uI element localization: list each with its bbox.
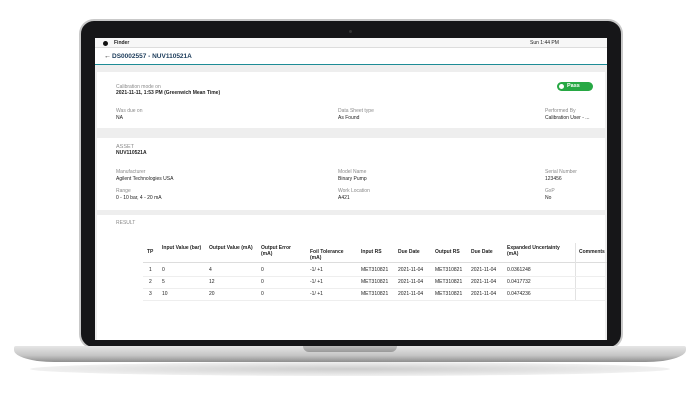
table-cell: 2: [149, 279, 152, 285]
row-divider: [143, 288, 607, 289]
field-label: GxP: [545, 188, 555, 194]
header-bar: [95, 48, 607, 65]
table-cell: 2021-11-04: [398, 267, 424, 273]
table-cell: -1/ +1: [310, 267, 323, 273]
table-header-line: [143, 262, 607, 263]
table-cell: 1: [149, 267, 152, 273]
pass-badge: [557, 82, 593, 91]
camera: [349, 30, 352, 33]
pass-icon: [559, 84, 564, 89]
field-value: NA: [116, 115, 123, 121]
asset-id: NUV110521A: [116, 150, 147, 156]
field-value: 0 - 10 bar, 4 - 20 mA: [116, 195, 162, 201]
field-label: Work Location: [338, 188, 370, 194]
column-header: Due Date: [471, 249, 493, 255]
apple-logo[interactable]: [103, 40, 108, 46]
table-cell: 0: [261, 291, 264, 297]
table-cell: 2021-11-04: [471, 291, 497, 297]
column-header: Comments: [579, 249, 605, 255]
laptop-base: [14, 346, 686, 362]
table-cell: 4: [209, 267, 212, 273]
table-cell: 0.0361248: [507, 267, 531, 273]
column-header: Input Value (bar): [162, 245, 202, 251]
table-cell: 12: [209, 279, 215, 285]
calibration-card: [97, 72, 605, 128]
table-cell: 0.0474236: [507, 291, 531, 297]
column-header: Foil Tolerance (mA): [310, 249, 344, 261]
screen: ← Finder Sun 1:44 PM DS0002557 - NUV110521…: [95, 38, 607, 340]
column-header: Due Date: [398, 249, 420, 255]
table-cell: MET310821: [435, 267, 463, 273]
table-cell: 2021-11-04: [398, 291, 424, 297]
table-cell: 0.0417732: [507, 279, 531, 285]
field-value: As Found: [338, 115, 360, 121]
row-divider: [143, 300, 607, 301]
asset-card: [97, 138, 605, 210]
back-arrow[interactable]: ←: [104, 53, 111, 60]
comments-divider: [575, 243, 576, 301]
field-label: Was due on: [116, 108, 143, 114]
table-cell: 5: [162, 279, 165, 285]
field-label: Data Sheet type: [338, 108, 374, 114]
table-cell: MET310821: [361, 267, 389, 273]
menu-bar: [95, 38, 607, 48]
field-value: 123456: [545, 176, 562, 182]
row-divider: [143, 276, 607, 277]
field-value: Binary Pump: [338, 176, 367, 182]
column-header: Expanded Uncertainty (mA): [507, 245, 560, 257]
field-label: Manufacturer: [116, 169, 146, 175]
field-value: 2021-11-11, 1:53 PM (Greenwich Mean Time…: [116, 90, 221, 96]
table-cell: 20: [209, 291, 215, 297]
field-value: A421: [338, 195, 350, 201]
section-heading: RESULT: [116, 220, 136, 226]
menu-app: Finder: [114, 40, 130, 46]
laptop-shadow: [30, 362, 670, 376]
table-cell: MET310821: [435, 279, 463, 285]
table-cell: MET310821: [435, 291, 463, 297]
column-header: Output Value (mA): [209, 245, 253, 251]
column-header: Output RS: [435, 249, 460, 255]
table-cell: MET310821: [361, 291, 389, 297]
field-label: Range: [116, 188, 131, 194]
menu-clock: Sun 1:44 PM: [530, 40, 559, 46]
table-cell: 2021-11-04: [471, 267, 497, 273]
table-cell: 2021-11-04: [398, 279, 424, 285]
table-cell: -1/ +1: [310, 291, 323, 297]
table-cell: 0: [162, 267, 165, 273]
table-cell: MET310821: [361, 279, 389, 285]
table-cell: 0: [261, 279, 264, 285]
page-title: DS0002557 - NUV110521A: [112, 53, 192, 60]
pass-text: Pass: [567, 83, 580, 89]
table-cell: 0: [261, 267, 264, 273]
result-card: [97, 215, 605, 340]
table-cell: 3: [149, 291, 152, 297]
base-notch: [303, 346, 397, 352]
field-label: Calibration mode on: [116, 84, 161, 90]
column-header: Output Error (mA): [261, 245, 291, 257]
field-label: Model Name: [338, 169, 367, 175]
field-value: No: [545, 195, 552, 201]
table-cell: 10: [162, 291, 168, 297]
table-cell: 2021-11-04: [471, 279, 497, 285]
field-label: Performed By: [545, 108, 576, 114]
table-cell: -1/ +1: [310, 279, 323, 285]
column-header: Input RS: [361, 249, 382, 255]
field-value: Agilent Technologies USA: [116, 176, 174, 182]
field-value: Calibration User - ...: [545, 115, 590, 121]
column-header: TP: [147, 249, 154, 255]
field-label: Serial Number: [545, 169, 577, 175]
section-heading: ASSET: [116, 144, 135, 150]
